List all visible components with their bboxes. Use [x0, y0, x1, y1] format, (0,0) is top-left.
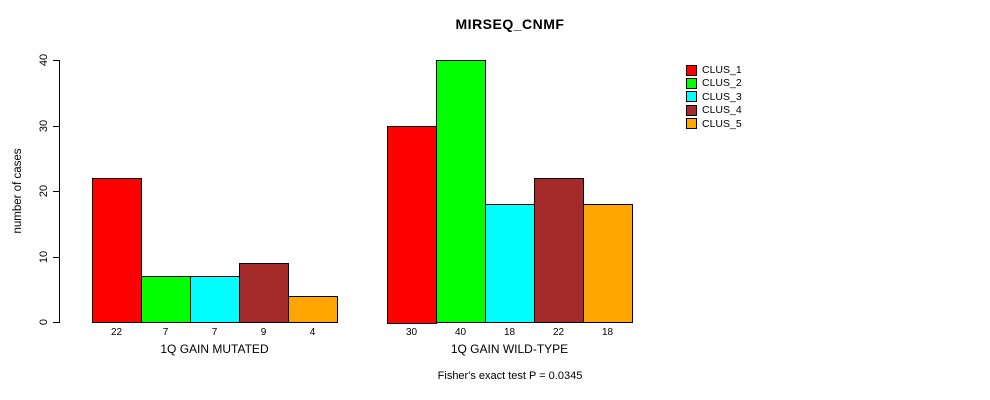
legend-item-clus_5: CLUS_5 [686, 118, 742, 130]
y-axis-tick-label: 30 [38, 119, 50, 133]
bar-clus_2-group2 [436, 60, 486, 323]
x-axis-group-label: 1Q GAIN WILD-TYPE [450, 342, 569, 356]
bar-clus_3-group2 [485, 204, 535, 323]
legend-swatch [686, 104, 697, 116]
legend-swatch [686, 64, 697, 76]
bar-clus_1-group2 [387, 126, 437, 324]
y-axis-tick [53, 126, 60, 127]
bar-value-label: 30 [405, 327, 418, 338]
bar-value-label: 9 [260, 327, 267, 338]
legend-item-clus_3: CLUS_3 [686, 91, 742, 103]
legend-label: CLUS_5 [702, 117, 742, 130]
legend-label: CLUS_1 [702, 64, 742, 76]
bar-value-label: 4 [309, 327, 316, 338]
bar-value-label: 22 [110, 327, 123, 338]
legend-item-clus_2: CLUS_2 [686, 77, 742, 89]
bar-value-label: 7 [162, 327, 169, 338]
bar-clus_4-group2 [534, 178, 584, 323]
bar-clus_1-group1 [92, 178, 142, 323]
legend-label: CLUS_4 [702, 104, 742, 117]
chart-title: MIRSEQ_CNMF [455, 16, 565, 32]
y-axis-tick-label: 10 [38, 250, 50, 264]
bar-clus_3-group1 [190, 276, 240, 323]
legend-swatch [686, 91, 697, 103]
legend-item-clus_1: CLUS_1 [686, 64, 742, 76]
bar-value-label: 22 [552, 327, 565, 338]
bar-clus_2-group1 [141, 276, 191, 323]
legend-item-clus_4: CLUS_4 [686, 104, 742, 116]
y-axis-tick-label: 0 [38, 318, 50, 326]
legend-swatch [686, 77, 697, 89]
legend-label: CLUS_3 [702, 90, 742, 103]
y-axis-label: number of cases [12, 148, 24, 234]
bar-clus_4-group1 [239, 263, 289, 323]
bar-clus_5-group1 [288, 296, 338, 323]
y-axis-tick-label: 40 [38, 53, 50, 67]
y-axis-tick [53, 191, 60, 192]
y-axis-tick-label: 20 [38, 184, 50, 198]
legend-swatch [686, 118, 697, 130]
bar-clus_5-group2 [583, 204, 633, 323]
y-axis-tick [53, 257, 60, 258]
y-axis-tick [53, 322, 60, 323]
x-axis-group-label: 1Q GAIN MUTATED [160, 342, 269, 356]
bar-value-label: 18 [601, 327, 614, 338]
fisher-test-annotation: Fisher's exact test P = 0.0345 [437, 370, 583, 382]
bar-value-label: 7 [211, 327, 218, 338]
bar-value-label: 40 [454, 327, 467, 338]
y-axis-tick [53, 60, 60, 61]
legend-label: CLUS_2 [702, 77, 742, 90]
bar-value-label: 18 [503, 327, 516, 338]
